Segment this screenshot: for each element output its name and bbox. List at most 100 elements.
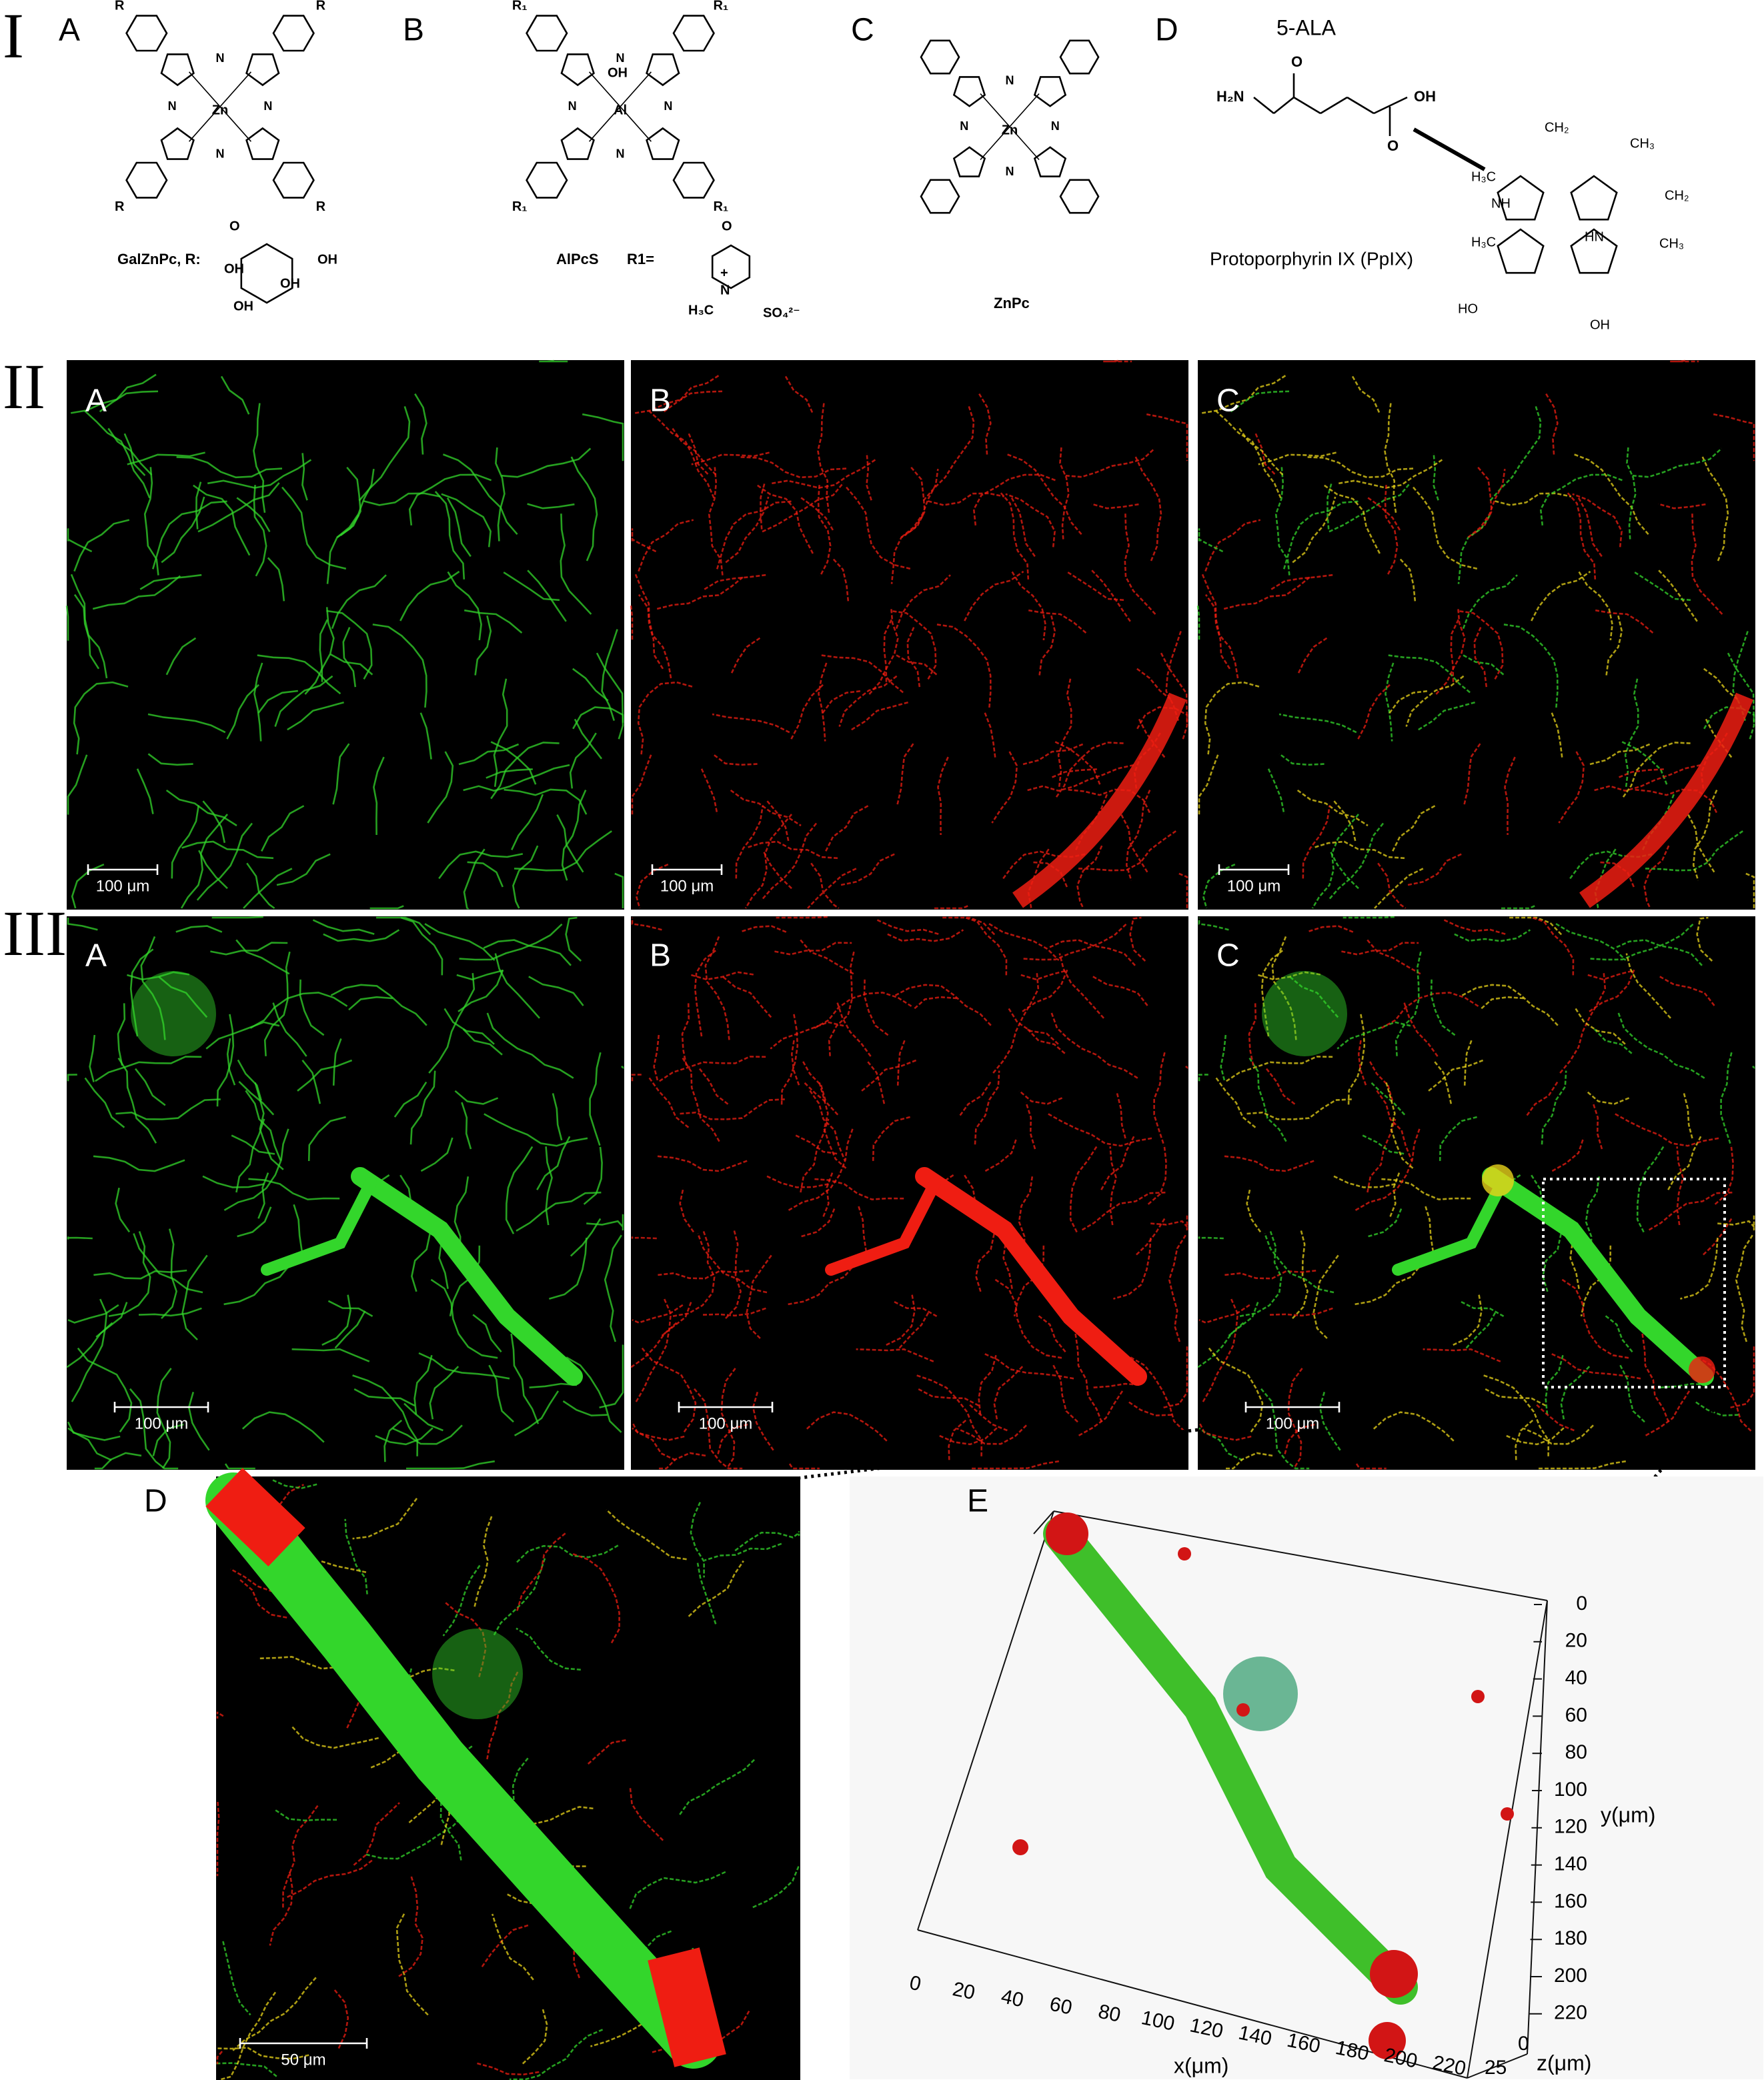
vessel xyxy=(1463,743,1481,805)
vessel xyxy=(1693,1400,1739,1416)
vessel xyxy=(774,942,852,956)
vessel xyxy=(1351,375,1381,415)
y-tick-label: 0 xyxy=(1576,1593,1587,1615)
vessel xyxy=(1267,768,1285,814)
vessel xyxy=(1443,919,1506,935)
vessel xyxy=(1150,1214,1188,1230)
vessel xyxy=(1592,1102,1603,1150)
atom-label: N xyxy=(1006,165,1014,178)
vessel-trunk xyxy=(1482,1167,1714,1386)
axis-label: x(μm) xyxy=(1174,2053,1228,2077)
vessel xyxy=(211,916,263,919)
vessel xyxy=(414,393,427,455)
atom-label: + xyxy=(720,265,728,280)
vessel xyxy=(516,1544,619,1563)
vessel xyxy=(1367,939,1421,975)
vessel xyxy=(1374,868,1424,909)
atom-label: O xyxy=(722,219,732,233)
z-tick-label: 25 xyxy=(1485,2057,1507,2079)
vessel xyxy=(67,754,88,815)
vessel xyxy=(1296,637,1328,676)
ring xyxy=(920,39,960,75)
vessel xyxy=(1357,1038,1367,1086)
blob xyxy=(1178,1547,1191,1561)
vessel xyxy=(1010,497,1036,558)
vessel xyxy=(1013,1245,1045,1317)
atom-label: OH xyxy=(224,261,244,276)
vessel xyxy=(1624,678,1639,787)
vessel xyxy=(216,1801,220,1877)
vessel xyxy=(1381,992,1479,1029)
vessel xyxy=(1078,830,1176,872)
vessel xyxy=(1329,482,1411,533)
vessel xyxy=(1373,1411,1456,1443)
vessel xyxy=(406,1460,496,1470)
x-tick-label: 80 xyxy=(1096,2001,1123,2027)
ring xyxy=(1497,175,1545,221)
vessel xyxy=(746,1254,772,1340)
vessel xyxy=(1506,1427,1565,1446)
atom-label: H₃C xyxy=(688,303,714,317)
blob xyxy=(1012,1839,1028,1855)
vessel xyxy=(1384,485,1399,577)
atom-label: N xyxy=(263,99,272,113)
vessel xyxy=(1635,788,1719,815)
vessel xyxy=(672,1230,716,1317)
y-tick-label: 140 xyxy=(1554,1853,1587,1875)
ring xyxy=(1059,39,1100,75)
vessel xyxy=(1619,1364,1645,1423)
vessel xyxy=(291,1726,381,1749)
vessel xyxy=(376,916,431,936)
vessel xyxy=(725,496,770,564)
compound-name: 5-ALA xyxy=(1276,15,1337,39)
vessel xyxy=(851,701,908,731)
vessel xyxy=(1302,805,1331,879)
vessel xyxy=(1230,390,1290,413)
vessel xyxy=(73,681,129,755)
vessel xyxy=(821,654,906,695)
vessel xyxy=(1377,862,1407,910)
vessel xyxy=(560,513,592,615)
vessel xyxy=(679,1757,757,1815)
vessel xyxy=(937,756,949,836)
vessel xyxy=(493,678,508,787)
vessel xyxy=(505,1146,534,1234)
vessel xyxy=(1385,662,1395,742)
bond xyxy=(980,93,1010,127)
vessel xyxy=(896,1038,906,1086)
vessel xyxy=(1059,447,1070,542)
vessel xyxy=(152,1423,184,1456)
vessel xyxy=(1204,594,1231,670)
ring xyxy=(160,53,195,87)
vessel xyxy=(514,830,612,872)
vessel xyxy=(549,1237,588,1300)
vessel xyxy=(411,1233,431,1292)
vessel xyxy=(237,1059,263,1101)
vessel xyxy=(1590,923,1694,961)
vessel xyxy=(1701,1218,1733,1257)
vessel xyxy=(978,1354,997,1415)
vessel xyxy=(657,1155,750,1172)
vessel xyxy=(746,840,838,860)
vessel xyxy=(1575,1008,1626,1045)
vessel xyxy=(972,473,1056,526)
vessel xyxy=(583,1146,603,1205)
vessel xyxy=(486,1012,574,1079)
atom-label: CH₂ xyxy=(1545,120,1569,135)
vessel xyxy=(67,918,98,931)
bond xyxy=(1347,96,1375,115)
vessel xyxy=(1006,453,1082,536)
ring xyxy=(952,146,986,177)
vessel xyxy=(988,923,1060,961)
cell-body xyxy=(1223,1657,1298,1731)
vessel xyxy=(165,789,237,827)
vessel xyxy=(956,1424,1027,1445)
vessel xyxy=(365,1814,465,1860)
vessel xyxy=(1424,1204,1435,1252)
vessel xyxy=(868,607,899,695)
vessel xyxy=(1595,609,1654,634)
atom-label: SO₄²⁻ xyxy=(763,305,800,320)
vessel xyxy=(127,971,189,981)
vessel xyxy=(1454,929,1531,942)
vessel xyxy=(363,492,441,506)
